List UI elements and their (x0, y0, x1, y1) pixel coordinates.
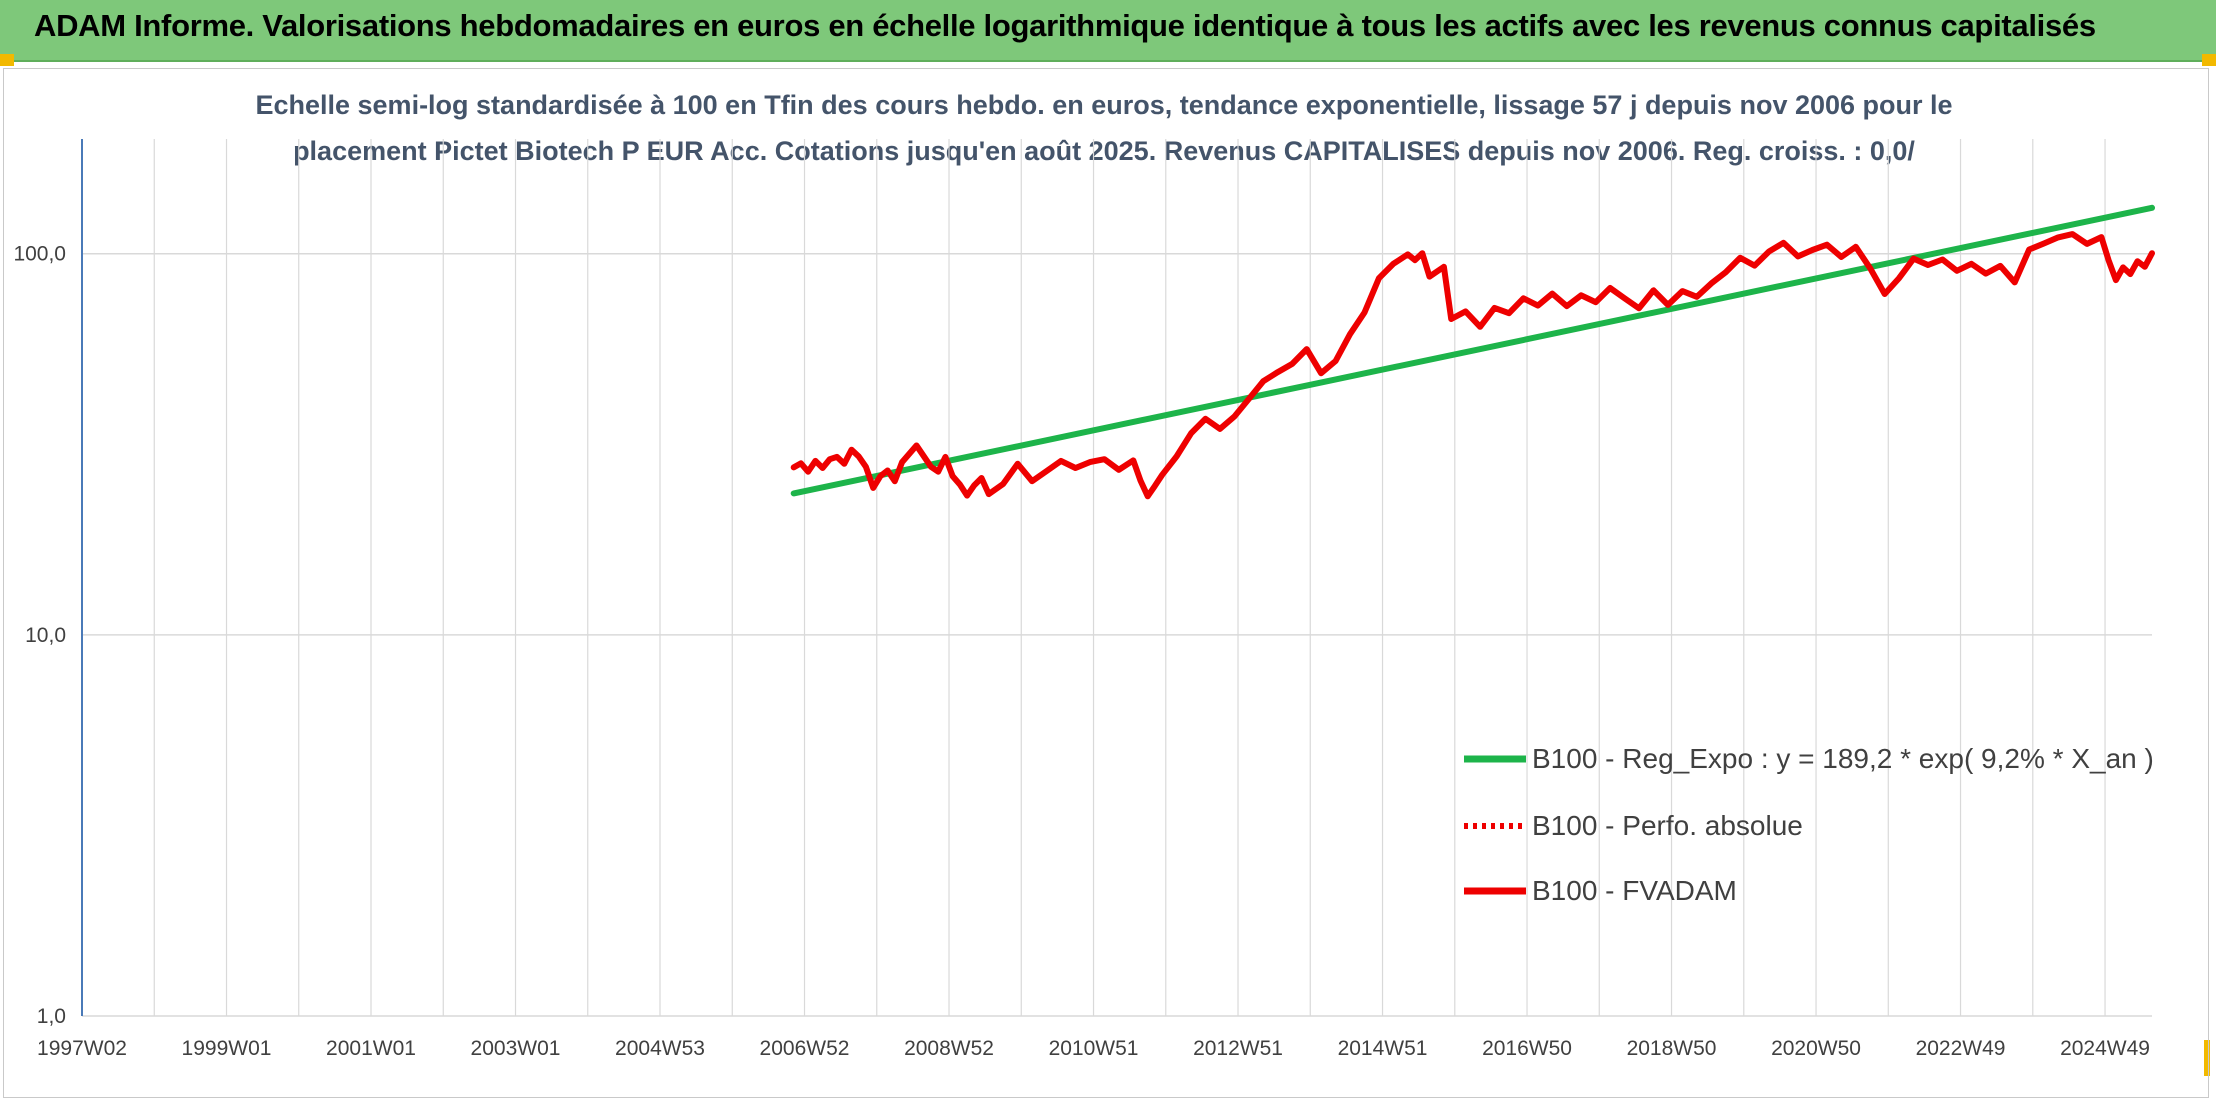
corner-marker-bottom-right (2204, 1040, 2210, 1076)
chart-legend: B100 - Reg_Expo : y = 189,2 * exp( 9,2% … (1464, 743, 2154, 906)
x-tick-label-10: 2016W50 (1482, 1037, 1572, 1060)
chart-area: Echelle semi-log standardisée à 100 en T… (3, 68, 2209, 1098)
x-tick-label-12: 2020W50 (1771, 1037, 1861, 1060)
legend-label-regression: B100 - Reg_Expo : y = 189,2 * exp( 9,2% … (1532, 743, 2154, 774)
chart-subtitle-line-1: Echelle semi-log standardisée à 100 en T… (255, 90, 1952, 120)
x-tick-label-9: 2014W51 (1338, 1037, 1428, 1060)
series-lines (790, 204, 2155, 500)
legend-label-perf-absolue: B100 - Perfo. absolue (1532, 810, 1803, 841)
corner-marker-top-left (0, 54, 14, 66)
x-tick-label-13: 2022W49 (1916, 1037, 2006, 1060)
report-title: ADAM Informe. Valorisations hebdomadaire… (34, 8, 2096, 43)
x-tick-label-4: 2004W53 (615, 1037, 705, 1060)
y-tick-label-0: 1,0 (37, 1005, 66, 1028)
x-tick-label-7: 2010W51 (1049, 1037, 1139, 1060)
series-fvadam-line (790, 231, 2155, 500)
x-tick-label-1: 1999W01 (182, 1037, 272, 1060)
y-axis-ticks: 1,0 10,0 100,0 (13, 243, 66, 1028)
x-tick-label-6: 2008W52 (904, 1037, 994, 1060)
x-tick-label-5: 2006W52 (760, 1037, 850, 1060)
x-tick-label-2: 2001W01 (326, 1037, 416, 1060)
report-banner: ADAM Informe. Valorisations hebdomadaire… (0, 0, 2216, 62)
x-tick-label-14: 2024W49 (2060, 1037, 2150, 1060)
log-chart: Echelle semi-log standardisée à 100 en T… (13, 90, 2155, 1060)
chart-subtitle-line-2: placement Pictet Biotech P EUR Acc. Cota… (293, 136, 1915, 166)
y-tick-label-1: 10,0 (25, 624, 66, 647)
corner-marker-top-right (2202, 54, 2216, 66)
y-tick-label-2: 100,0 (13, 243, 66, 266)
x-tick-label-0: 1997W02 (37, 1037, 127, 1060)
x-tick-label-3: 2003W01 (471, 1037, 561, 1060)
x-axis-ticks: 1997W02 1999W01 2001W01 2003W01 2004W53 2006W… (37, 1037, 2150, 1060)
legend-label-fvadam: B100 - FVADAM (1532, 875, 1737, 906)
x-tick-label-8: 2012W51 (1193, 1037, 1283, 1060)
x-tick-label-11: 2018W50 (1627, 1037, 1717, 1060)
series-regression-line (790, 204, 2155, 497)
